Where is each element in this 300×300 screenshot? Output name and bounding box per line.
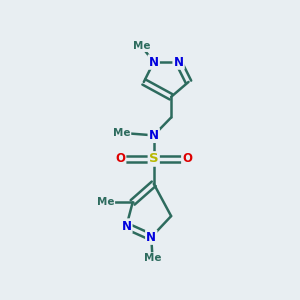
Text: N: N [122,220,131,232]
Text: O: O [182,152,192,166]
Text: S: S [149,152,159,166]
Text: Me: Me [97,197,114,207]
Text: N: N [149,129,159,142]
Text: Me: Me [113,128,130,138]
Text: O: O [115,152,125,166]
Text: N: N [174,56,184,69]
Text: N: N [146,231,156,244]
Text: N: N [149,56,159,69]
Text: Me: Me [133,41,150,51]
Text: Me: Me [144,253,161,263]
